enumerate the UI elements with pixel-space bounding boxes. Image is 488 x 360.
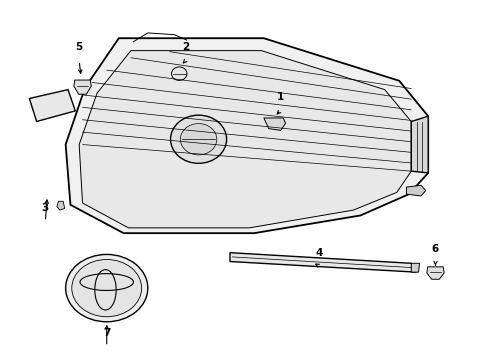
Ellipse shape	[180, 123, 216, 155]
Ellipse shape	[65, 255, 147, 322]
Text: 2: 2	[182, 42, 189, 52]
Polygon shape	[29, 90, 75, 122]
Polygon shape	[264, 118, 285, 130]
Text: 6: 6	[431, 244, 438, 254]
Text: 7: 7	[103, 328, 110, 338]
Text: 3: 3	[41, 203, 49, 213]
Ellipse shape	[170, 115, 226, 163]
Text: 5: 5	[75, 42, 82, 52]
Text: 1: 1	[277, 92, 284, 102]
Polygon shape	[406, 185, 425, 196]
Polygon shape	[426, 267, 443, 279]
Ellipse shape	[171, 67, 186, 80]
Ellipse shape	[72, 260, 142, 317]
Polygon shape	[229, 253, 415, 272]
Text: 4: 4	[315, 248, 323, 258]
Polygon shape	[74, 80, 91, 94]
Polygon shape	[65, 38, 427, 233]
Polygon shape	[79, 51, 410, 228]
Polygon shape	[57, 201, 64, 210]
Polygon shape	[410, 263, 419, 272]
Polygon shape	[410, 116, 427, 173]
